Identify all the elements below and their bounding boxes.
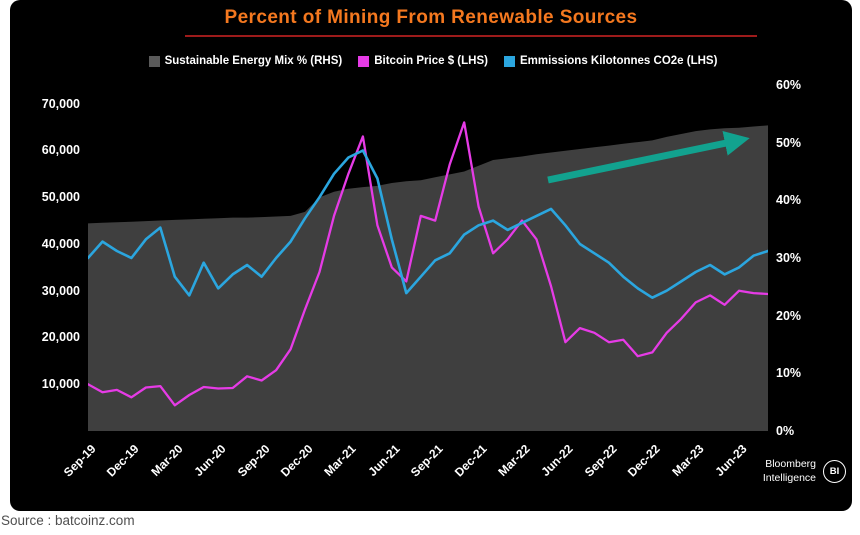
line-bitcoin-price [88, 121, 768, 407]
plot-area [88, 121, 768, 431]
legend-label: Sustainable Energy Mix % (RHS) [164, 55, 343, 67]
bi-logo: BI [823, 460, 846, 484]
area-sustainable-energy-mix [88, 125, 768, 431]
legend-swatch [503, 55, 515, 67]
y-axis-right-tick: 10% [776, 366, 802, 381]
line-emissions [88, 149, 768, 299]
legend-label: Bitcoin Price $ (LHS) [374, 55, 488, 67]
y-axis-left-tick: 50,000 [41, 190, 80, 205]
y-axis-left-tick: 30,000 [41, 283, 80, 298]
source-caption: Source : batcoinz.com [1, 513, 135, 528]
y-axis-left-tick: 70,000 [41, 96, 80, 111]
bloomberg-branding: Bloomberg Intelligence BI [763, 458, 846, 485]
brand-line2: Intelligence [762, 471, 816, 484]
legend-item: Bitcoin Price $ (LHS) [358, 55, 488, 67]
brand-line1: Bloomberg [765, 458, 816, 470]
y-axis-left-tick: 40,000 [41, 236, 80, 251]
y-axis-left-tick: 60,000 [41, 143, 80, 158]
chart-title: Percent of Mining From Renewable Sources [224, 7, 638, 28]
y-axis-left-tick: 20,000 [41, 330, 80, 345]
y-axis-left-tick: 10,000 [41, 377, 80, 392]
trend-arrow [547, 130, 750, 184]
legend-swatch [148, 55, 160, 67]
y-axis-right-tick: 0% [776, 424, 795, 438]
y-axis-right-tick: 50% [776, 135, 802, 150]
y-axis-right-tick: 40% [776, 193, 802, 208]
legend-item: Sustainable Energy Mix % (RHS) [148, 55, 343, 67]
legend-item: Emmissions Kilotonnes CO2e (LHS) [503, 55, 718, 67]
y-axis-right-tick: 20% [776, 308, 802, 323]
y-axis-right-tick: 60% [776, 78, 802, 92]
y-axis-right-tick: 30% [776, 251, 802, 265]
legend-swatch [358, 55, 370, 67]
title-underline [185, 35, 757, 37]
legend-label: Emmissions Kilotonnes CO2e (LHS) [519, 55, 718, 67]
legend: Sustainable Energy Mix % (RHS) Bitcoin Pr… [88, 55, 778, 67]
bloomberg-text: Bloomberg Intelligence [763, 458, 816, 485]
